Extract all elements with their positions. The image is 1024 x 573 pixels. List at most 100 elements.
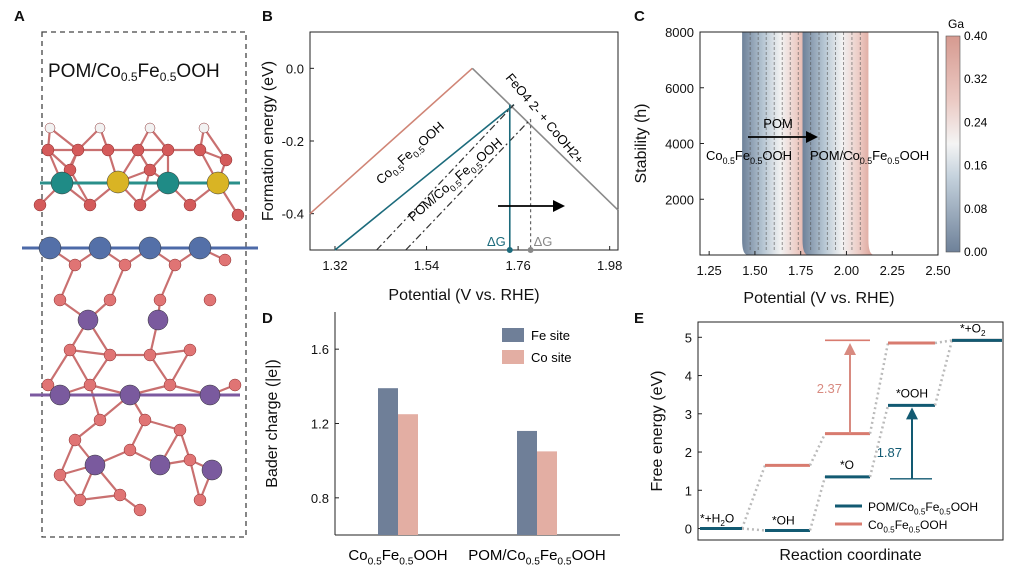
bar (398, 414, 418, 535)
atom-o (93, 413, 107, 427)
atom-o (138, 413, 152, 427)
plot-frame (697, 321, 1004, 541)
atom-metal (88, 236, 112, 260)
dga-point (527, 247, 534, 253)
atom-bond (79, 493, 121, 502)
atom-o (68, 433, 82, 447)
colorbar-tick: 0.40 (964, 29, 988, 43)
atom-bond (169, 349, 191, 386)
atom-o (219, 153, 233, 167)
barrier1-label: 2.37 (817, 381, 842, 396)
helper-line (376, 104, 515, 251)
atom-bond (108, 264, 127, 301)
atom-o (198, 122, 210, 134)
panel-e-chart: 0 1 2 3 4 5 2.37 1.87 *+H2O *OH *O *OOH *+O2 POM/Co0.… (649, 321, 1004, 564)
atom-o (218, 253, 232, 267)
atom-o (41, 378, 55, 392)
panel-b-chart: 1.32 1.54 1.76 1.98 0.0 -0.2 -0.4 ΔG ΔG Co0.5Fe0.… (260, 31, 622, 304)
y-tick-label: 1.6 (311, 342, 329, 357)
step-label: *+O2 (960, 321, 986, 338)
colorbar-tick: 0.32 (964, 72, 988, 86)
atom-o (53, 468, 67, 482)
y-tick-label: 0.8 (311, 491, 329, 506)
structure-label: POM/Co0.5Fe0.5OOH (48, 61, 220, 84)
panel-b-letter: B (262, 8, 273, 25)
atom-pom (77, 309, 99, 331)
atom-o (143, 163, 157, 177)
bar (537, 451, 557, 535)
y-tick-label: 3 (685, 407, 692, 422)
step-label: *OOH (896, 386, 928, 400)
x-category-label: POM/Co0.5Fe0.5OOH (468, 547, 606, 568)
stability-band (742, 32, 813, 255)
atom-bond (69, 169, 91, 206)
x-tick-label: 1.25 (696, 263, 721, 278)
panel-c-letter: C (634, 8, 645, 25)
colorbar-title: Ga (948, 17, 964, 31)
pom-label: POM (763, 116, 793, 131)
panel-e-letter: E (634, 310, 645, 327)
connector (740, 464, 767, 529)
x-axis-label: Reaction coordinate (779, 547, 921, 564)
atom-metal (138, 236, 162, 260)
connector (808, 433, 827, 466)
atom-o (133, 503, 147, 517)
atom-pom (147, 309, 169, 331)
colorbar (945, 35, 961, 253)
atom-o (103, 293, 117, 307)
atom-metal (156, 171, 180, 195)
connector (934, 339, 953, 345)
step-label: *O (840, 458, 854, 472)
atom-o (231, 208, 245, 222)
y-tick-label: 5 (685, 330, 692, 345)
line1-label: Co0.5Fe0.5OOH (373, 119, 449, 190)
y-tick-label: 8000 (665, 25, 694, 40)
y-axis-label: Formation energy (eV) (260, 61, 277, 221)
y-tick-label: -0.4 (282, 207, 304, 222)
colorbar-tick: 0.00 (964, 245, 988, 259)
atom-o (94, 122, 106, 134)
x-axis-label: Potential (V vs. RHE) (743, 290, 894, 307)
atom-bond (58, 439, 77, 476)
y-axis-label: Stability (h) (633, 103, 650, 183)
atom-bond (47, 349, 71, 386)
x-tick-label: 2.00 (834, 263, 859, 278)
y-tick-label: 4000 (665, 137, 694, 152)
atom-o (44, 122, 56, 134)
atom-o (228, 378, 242, 392)
x-tick-label: 2.50 (925, 263, 950, 278)
panel-d-chart: 0.8 1.2 1.6 Co0.5Fe0.5OOH POM/Co0.5Fe0.5OOH F… (264, 312, 620, 568)
atom-pom (201, 459, 223, 481)
x-tick-label: 1.54 (414, 258, 439, 273)
atom-o (33, 198, 47, 212)
atom-o (153, 293, 167, 307)
x-tick-label: 2.25 (880, 263, 905, 278)
product-label: FeO4 2- + CoOH2+ (503, 70, 587, 167)
x-tick-label: 1.98 (597, 258, 622, 273)
pom-arrow-head (806, 131, 818, 143)
atom-pom (49, 384, 71, 406)
atom-o (71, 143, 85, 157)
series-line (309, 67, 473, 215)
connector (741, 527, 766, 532)
series-line (334, 104, 515, 251)
atom-o (131, 143, 145, 157)
atom-o (133, 198, 147, 212)
atom-o (123, 443, 137, 457)
y-tick-label: 1 (685, 483, 692, 498)
atom-bond (69, 348, 111, 357)
legend-label: Co0.5Fe0.5OOH (868, 518, 947, 535)
atom-pom (149, 454, 171, 476)
right-label: POM/Co0.5Fe0.5OOH (810, 148, 929, 166)
left-label: Co0.5Fe0.5OOH (706, 148, 792, 166)
atom-bond (149, 348, 191, 357)
x-tick-label: 1.76 (505, 258, 530, 273)
atom-metal (106, 170, 130, 194)
y-tick-label: 4 (685, 369, 692, 384)
legend-swatch (502, 350, 524, 364)
atom-o (193, 493, 207, 507)
atom-o (183, 453, 197, 467)
x-tick-label: 1.75 (788, 263, 813, 278)
atom-o (193, 143, 207, 157)
atom-o (144, 122, 156, 134)
